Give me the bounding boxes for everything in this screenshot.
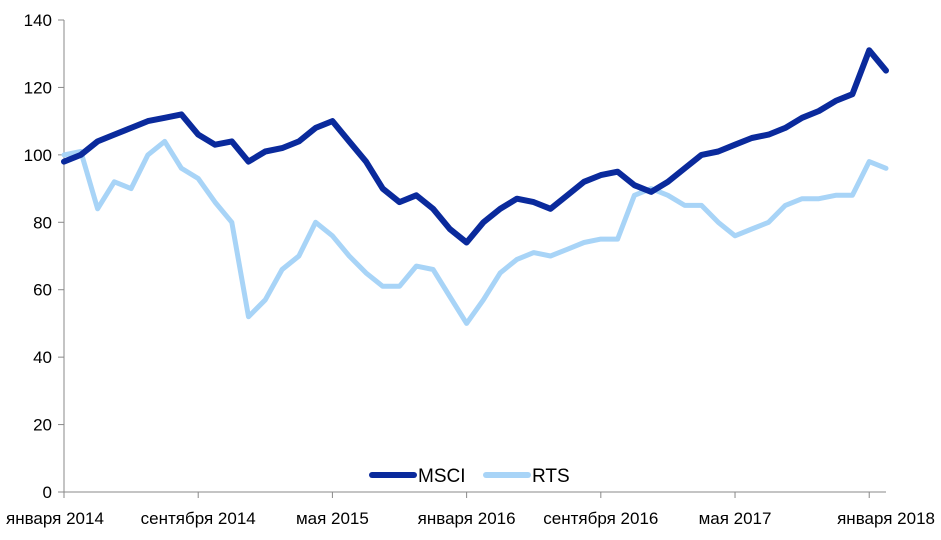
y-tick-label: 80 [33, 213, 52, 232]
y-tick-label: 60 [33, 281, 52, 300]
axes: 0 20 40 60 80 100 120 140 января 2014 сентября 20… [6, 11, 935, 528]
x-tick-label: сентября 2016 [543, 509, 658, 528]
legend-label-msci: MSCI [418, 466, 466, 487]
series-lines [61, 47, 889, 326]
y-tick-label: 100 [24, 146, 52, 165]
x-tick-label: мая 2015 [296, 509, 369, 528]
legend-label-rts: RTS [532, 466, 570, 487]
series-line-rts [61, 138, 889, 326]
y-tick-label: 140 [24, 11, 52, 30]
series-line-msci [61, 47, 889, 246]
y-tick-label: 20 [33, 416, 52, 435]
y-tick-label: 40 [33, 348, 52, 367]
legend: MSCI RTS [369, 466, 570, 487]
x-tick-label: января 2014 [6, 509, 104, 528]
y-tick-label: 120 [24, 78, 52, 97]
x-tick-label: января 2016 [418, 509, 516, 528]
y-tick-label: 0 [43, 483, 52, 502]
x-tick-label: января 2018 [837, 509, 935, 528]
x-tick-label: мая 2017 [699, 509, 772, 528]
x-tick-label: сентября 2014 [141, 509, 256, 528]
